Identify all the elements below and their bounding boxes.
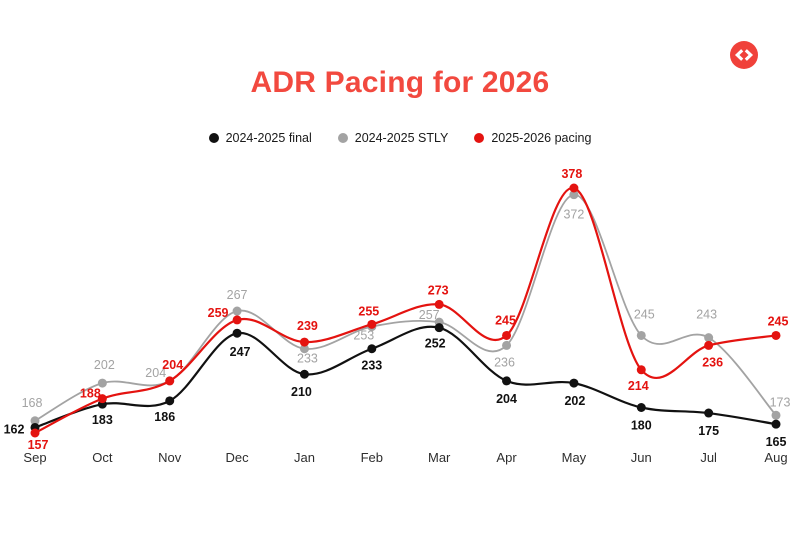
legend-dot-icon	[337, 133, 348, 143]
data-point-label: 239	[297, 319, 318, 333]
legend-item-0: 2024-2025 final	[208, 131, 312, 145]
data-point	[502, 340, 512, 350]
data-point-label: 186	[154, 410, 175, 424]
x-axis-label: Feb	[361, 450, 383, 465]
data-point-label: 273	[428, 283, 449, 297]
data-point-label: 259	[208, 306, 229, 320]
x-axis-label: Jun	[631, 450, 652, 465]
data-point-label: 233	[297, 352, 318, 366]
data-point	[636, 403, 646, 413]
data-point	[165, 396, 175, 406]
data-point	[636, 330, 646, 340]
data-point	[434, 299, 444, 309]
data-point	[299, 369, 309, 379]
data-point-label: 372	[563, 208, 584, 222]
data-point-label: 233	[361, 359, 382, 373]
data-point-label: 257	[419, 308, 440, 322]
x-axis-label: Sep	[23, 450, 46, 465]
data-point-label: 236	[494, 355, 515, 369]
x-axis-label: Mar	[428, 450, 451, 465]
data-point-label: 202	[564, 394, 585, 408]
data-point-label: 204	[496, 392, 517, 406]
data-point-label: 183	[92, 413, 113, 427]
chart-legend: 2024-2025 final 2024-2025 STLY 2025-2026 p…	[0, 131, 800, 145]
data-point-label: 165	[766, 435, 787, 449]
data-point	[569, 378, 579, 388]
x-axis-label: Jul	[700, 450, 717, 465]
x-axis-label: Apr	[496, 450, 517, 465]
data-point-label: 204	[145, 366, 166, 380]
series-line-2	[33, 186, 778, 435]
data-point-label: 267	[227, 288, 248, 302]
data-point-label: 245	[495, 313, 516, 327]
brand-logo-icon[interactable]	[730, 41, 758, 69]
series-line-1	[34, 193, 777, 422]
data-point-label: 236	[702, 355, 723, 369]
data-point-label: 253	[353, 329, 374, 343]
data-point	[97, 378, 107, 388]
data-point	[299, 344, 309, 354]
data-point	[30, 416, 40, 426]
page-title: ADR Pacing for 2026	[250, 66, 550, 99]
data-point	[299, 337, 309, 347]
data-point-label: 188	[80, 387, 101, 401]
x-axis-label: Jan	[294, 450, 315, 465]
x-axis-label: Nov	[158, 450, 182, 465]
data-point-label: 157	[28, 438, 49, 452]
data-point	[232, 328, 242, 338]
data-point	[434, 323, 444, 333]
data-point	[165, 376, 175, 386]
data-point-label: 245	[634, 307, 655, 321]
legend-dot-icon	[474, 133, 485, 143]
legend-label: 2025-2026 pacing	[491, 131, 592, 145]
data-point	[232, 306, 242, 316]
data-point-label: 243	[696, 308, 717, 322]
data-point	[704, 408, 714, 418]
x-axis-label: May	[562, 450, 587, 465]
x-axis-label: Oct	[92, 450, 113, 465]
data-point-label: 252	[425, 337, 446, 351]
data-point	[502, 330, 512, 340]
legend-item-1: 2024-2025 STLY	[337, 131, 449, 145]
data-point	[636, 365, 646, 375]
data-point	[771, 330, 781, 340]
data-point	[367, 344, 377, 354]
legend-dot-icon	[208, 133, 219, 143]
legend-label: 2024-2025 final	[225, 131, 312, 145]
x-axis-label: Dec	[226, 450, 250, 465]
data-point-label: 173	[770, 395, 791, 409]
data-point-label: 245	[768, 314, 789, 328]
data-point	[97, 394, 107, 404]
data-point	[771, 419, 781, 429]
data-point	[569, 183, 579, 193]
data-point	[704, 340, 714, 350]
data-point-label: 255	[358, 304, 379, 318]
data-point	[771, 410, 781, 420]
data-point	[502, 376, 512, 386]
data-point-label: 378	[561, 167, 582, 181]
code-brackets-icon	[730, 41, 758, 69]
data-point-label: 175	[698, 424, 719, 438]
data-point	[232, 315, 242, 325]
data-point-label: 210	[291, 385, 312, 399]
data-point	[30, 428, 40, 438]
data-point	[569, 190, 579, 200]
data-point	[367, 319, 377, 329]
data-point-label: 202	[94, 358, 115, 372]
data-point-label: 168	[22, 396, 43, 410]
data-point	[704, 333, 714, 343]
x-axis-label: Aug	[764, 450, 787, 465]
legend-label: 2024-2025 STLY	[354, 131, 449, 145]
legend-item-2: 2025-2026 pacing	[474, 131, 591, 145]
data-point-label: 180	[631, 419, 652, 433]
data-point-label: 162	[4, 422, 25, 436]
data-point-label: 204	[162, 358, 183, 372]
data-point-label: 214	[628, 379, 649, 393]
data-point-label: 247	[230, 345, 251, 359]
